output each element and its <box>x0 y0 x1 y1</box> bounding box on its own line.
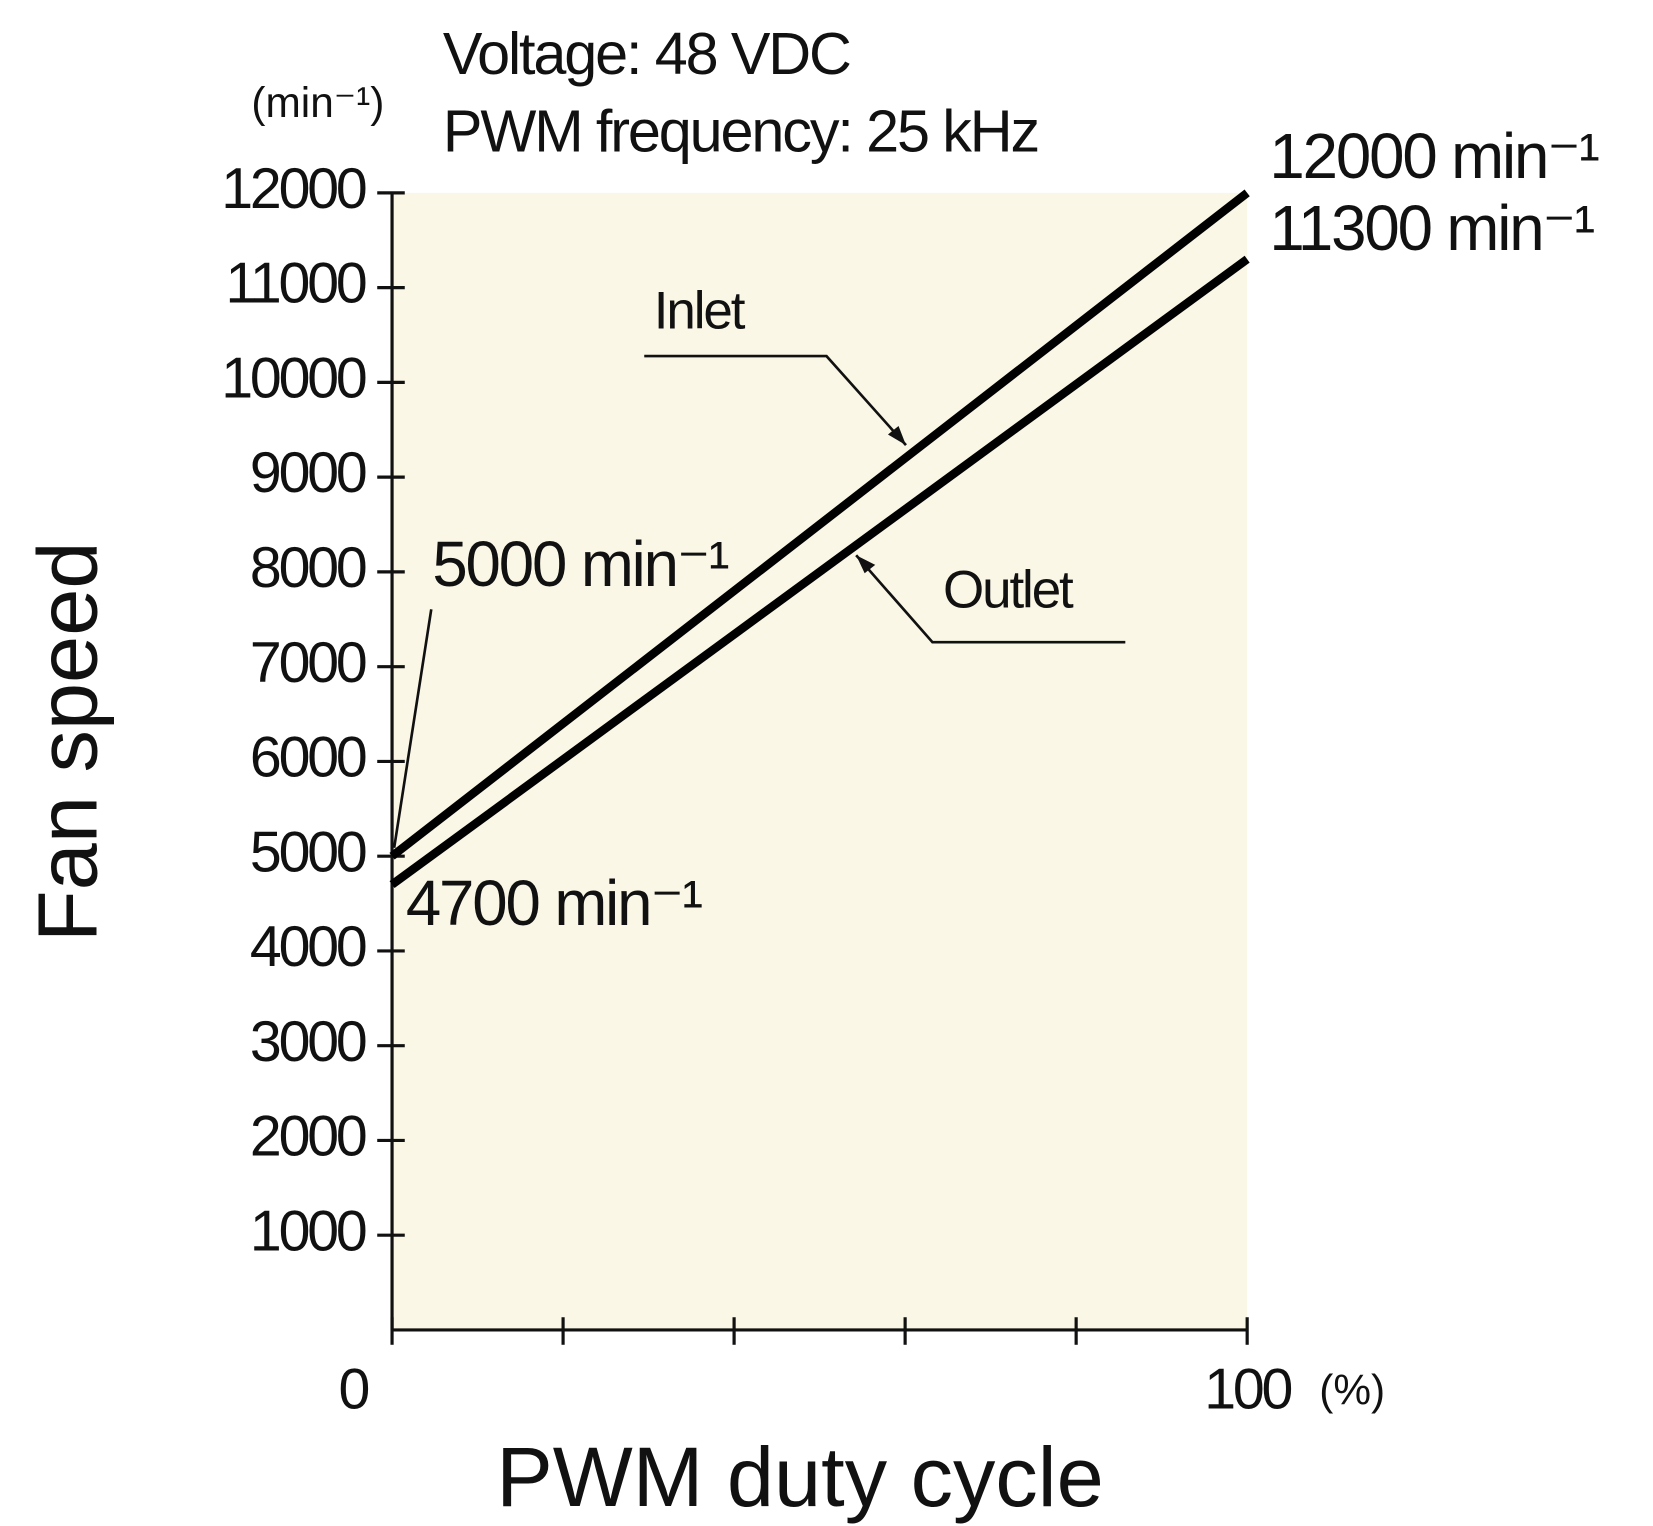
y-tick-label: 8000 <box>250 536 366 600</box>
value-label: 5000 min⁻¹ <box>432 529 728 600</box>
arrow-head <box>856 555 876 574</box>
arrow-head <box>887 426 906 446</box>
y-axis-label: Fan speed <box>20 542 115 943</box>
x-tick-label: 100 <box>1204 1358 1291 1422</box>
condition: Voltage: 48 VDC <box>443 20 850 87</box>
y-tick-label: 1000 <box>250 1199 366 1263</box>
value-label: 11300 min⁻¹ <box>1269 193 1594 264</box>
value-label: 12000 min⁻¹ <box>1269 121 1598 192</box>
leader-line <box>392 609 433 848</box>
series-label: Outlet <box>943 560 1074 619</box>
leader-lines <box>392 354 1126 848</box>
series-label: Inlet <box>654 282 746 341</box>
y-tick-label: 4000 <box>250 915 366 979</box>
y-tick-label: 10000 <box>221 346 366 410</box>
plot-area <box>392 192 1248 1330</box>
leader-line <box>855 554 1126 644</box>
y-tick-label: 11000 <box>226 252 366 316</box>
y-tick-label: 6000 <box>250 726 366 790</box>
y-tick-label: 3000 <box>250 1010 366 1074</box>
condition: PWM frequency: 25 kHz <box>443 97 1038 164</box>
y-unit: (min⁻¹) <box>251 79 384 126</box>
y-tick-label: 2000 <box>250 1105 366 1169</box>
series-line <box>389 255 1250 889</box>
y-tick-label: 7000 <box>250 631 366 695</box>
x-tick-label: 0 <box>339 1358 369 1422</box>
leader-line <box>644 354 907 446</box>
x-unit: (%) <box>1319 1367 1385 1414</box>
x-axis-label: PWM duty cycle <box>496 1429 1104 1524</box>
y-tick-label: 12000 <box>221 157 366 221</box>
y-tick-label: 9000 <box>250 441 366 505</box>
y-tick-label: 5000 <box>250 820 366 884</box>
series-line <box>389 189 1250 860</box>
value-label: 4700 min⁻¹ <box>406 868 702 939</box>
